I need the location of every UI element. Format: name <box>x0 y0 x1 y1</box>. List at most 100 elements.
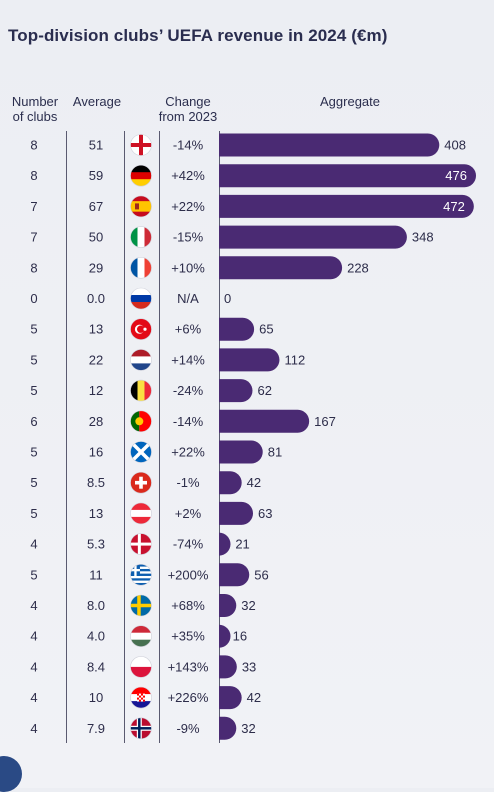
netherlands-flag-icon <box>130 349 152 371</box>
average-cell: 7.9 <box>87 721 105 736</box>
clubs-count-cell: 7 <box>30 199 37 214</box>
switzerland-flag-icon <box>130 471 152 494</box>
aggregate-bar <box>219 716 237 740</box>
change-cell: +200% <box>168 567 209 582</box>
clubs-count-cell: 6 <box>30 414 37 429</box>
change-cell: +6% <box>175 322 202 337</box>
average-cell: 28 <box>89 414 103 429</box>
norway-flag-icon <box>130 717 152 740</box>
change-cell: +10% <box>171 260 205 275</box>
average-cell: 59 <box>89 168 103 183</box>
clubs-count-cell: 5 <box>30 352 37 367</box>
corner-logo-badge <box>0 756 22 792</box>
italy-flag-icon <box>130 226 152 248</box>
change-cell: +42% <box>171 168 205 183</box>
aggregate-bar <box>219 409 310 433</box>
aggregate-value-label: 228 <box>347 260 369 275</box>
average-cell: 8.5 <box>87 475 105 490</box>
average-cell: 13 <box>89 322 103 337</box>
average-cell: 67 <box>89 199 103 214</box>
column-divider-1 <box>66 131 67 743</box>
clubs-count-cell: 5 <box>30 506 37 521</box>
change-cell: -14% <box>173 414 204 429</box>
clubs-count-cell: 8 <box>30 260 37 275</box>
aggregate-value-label: 32 <box>241 598 255 613</box>
croatia-flag-icon <box>130 686 152 709</box>
aggregate-value-label: 32 <box>241 721 255 736</box>
aggregate-value-label: 81 <box>268 445 282 460</box>
change-cell: +35% <box>171 629 205 644</box>
average-cell: 11 <box>89 567 103 582</box>
change-cell: -14% <box>173 138 204 153</box>
header-number-of-clubs: Number of clubs <box>4 94 66 124</box>
aggregate-bar <box>219 471 242 495</box>
aggregate-value-label: 42 <box>247 690 261 705</box>
average-cell: 8.0 <box>87 598 105 613</box>
change-cell: N/A <box>177 291 199 306</box>
aggregate-value-label: 21 <box>235 537 249 552</box>
belgium-flag-icon <box>130 379 152 402</box>
aggregate-bar <box>219 440 263 464</box>
poland-flag-icon <box>130 656 152 678</box>
clubs-count-cell: 5 <box>30 475 37 490</box>
change-cell: -1% <box>176 475 200 490</box>
aggregate-value-label: 472 <box>443 199 465 214</box>
change-cell: -15% <box>173 230 204 245</box>
aggregate-value-label: 65 <box>259 322 273 337</box>
scotland-flag-icon <box>130 441 152 463</box>
average-cell: 29 <box>89 260 103 275</box>
chart-title: Top-division clubs’ UEFA revenue in 2024… <box>8 26 388 45</box>
aggregate-value-label: 63 <box>258 506 272 521</box>
clubs-count-cell: 4 <box>30 629 37 644</box>
clubs-count-cell: 4 <box>30 598 37 613</box>
aggregate-bar <box>219 624 231 648</box>
average-cell: 12 <box>89 383 103 398</box>
aggregate-value-label: 16 <box>233 629 247 644</box>
average-cell: 4.0 <box>87 629 105 644</box>
header-aggregate: Aggregate <box>320 94 380 109</box>
aggregate-value-label: 42 <box>247 475 261 490</box>
change-cell: +14% <box>171 352 205 367</box>
change-cell: +22% <box>171 445 205 460</box>
change-cell: +226% <box>168 690 209 705</box>
clubs-count-cell: 5 <box>30 322 37 337</box>
france-flag-icon <box>130 256 152 279</box>
average-cell: 51 <box>89 138 103 153</box>
average-cell: 16 <box>89 445 103 460</box>
turkey-flag-icon <box>130 318 152 341</box>
change-cell: +22% <box>171 199 205 214</box>
austria-flag-icon <box>130 502 152 525</box>
aggregate-bar <box>219 348 280 372</box>
aggregate-value-label: 0 <box>224 291 231 306</box>
aggregate-value-label: 33 <box>242 659 256 674</box>
clubs-count-cell: 4 <box>30 537 37 552</box>
column-divider-2 <box>124 131 125 743</box>
clubs-count-cell: 0 <box>30 291 37 306</box>
header-change-line2: from 2023 <box>158 109 218 124</box>
clubs-count-cell: 8 <box>30 168 37 183</box>
aggregate-value-label: 408 <box>444 138 466 153</box>
aggregate-bar <box>219 194 474 218</box>
spain-flag-icon <box>130 195 152 218</box>
header-number-of-clubs-line1: Number <box>11 94 59 109</box>
russia-flag-icon <box>130 287 152 310</box>
average-cell: 22 <box>89 352 103 367</box>
aggregate-bar <box>219 501 254 525</box>
aggregate-bar <box>219 655 237 679</box>
header-change-line1: Change <box>165 94 211 109</box>
aggregate-bar <box>219 532 231 556</box>
average-cell: 13 <box>89 506 103 521</box>
aggregate-bar <box>219 563 250 587</box>
change-cell: -9% <box>176 721 200 736</box>
header-average: Average <box>72 94 122 109</box>
aggregate-bar <box>219 225 407 249</box>
average-cell: 8.4 <box>87 659 105 674</box>
average-cell: 10 <box>89 690 103 705</box>
denmark-flag-icon <box>130 533 152 555</box>
aggregate-value-label: 56 <box>254 567 268 582</box>
clubs-count-cell: 4 <box>30 690 37 705</box>
clubs-count-cell: 7 <box>30 230 37 245</box>
clubs-count-cell: 5 <box>30 445 37 460</box>
clubs-count-cell: 4 <box>30 721 37 736</box>
aggregate-value-label: 167 <box>314 414 336 429</box>
